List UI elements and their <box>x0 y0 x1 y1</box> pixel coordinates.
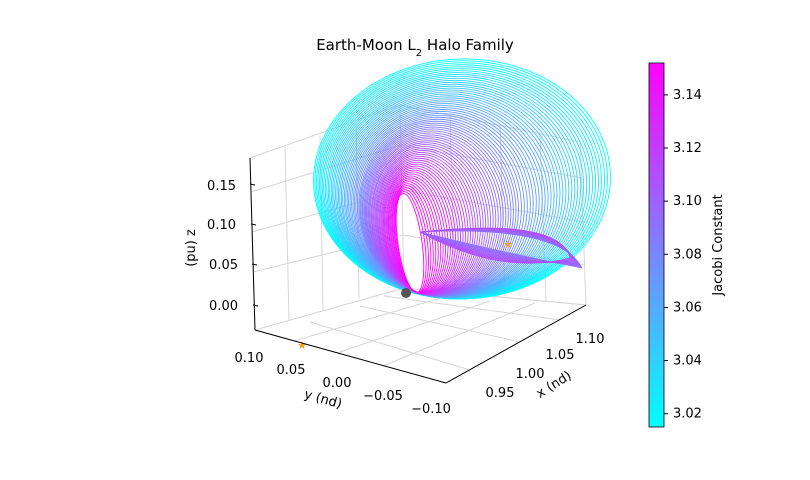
grid-line <box>400 144 583 179</box>
y-ticks: 0.10 0.05 0.00 −0.05 −0.10 <box>235 351 451 417</box>
grid-line <box>309 321 471 371</box>
grid-line <box>382 302 536 367</box>
halo-orbit <box>395 193 425 293</box>
y-axis-line <box>254 329 447 384</box>
grid-line <box>336 300 491 354</box>
z-axis-label: (pu) z <box>184 229 199 267</box>
halo-orbits <box>313 58 611 300</box>
x-axis-line <box>445 304 587 384</box>
y-tick-label: 0.00 <box>323 376 352 391</box>
colorbar-ticks: 3.14 3.12 3.10 3.08 3.06 3.04 3.02 <box>664 88 702 422</box>
colorbar-tick-label: 3.02 <box>673 407 702 422</box>
chart-title: Earth-Moon L2 Halo Family <box>316 36 514 59</box>
z-axis-line <box>249 157 256 331</box>
y-tick-label: 0.10 <box>235 351 264 366</box>
colorbar-tick-label: 3.10 <box>673 194 702 209</box>
colorbar <box>648 62 665 428</box>
x-tick-label: 1.10 <box>576 332 605 347</box>
grid-line <box>579 141 587 306</box>
colorbar-label: Jacobi Constant <box>711 194 726 296</box>
grid-line <box>254 287 405 331</box>
x-tick-label: 1.05 <box>546 348 575 363</box>
colorbar-tick-label: 3.04 <box>673 354 702 369</box>
grid-line <box>399 104 405 289</box>
grid-line <box>319 135 324 311</box>
halo-orbit <box>419 227 571 264</box>
grid-line <box>284 146 290 321</box>
z-ticks: 0.15 0.10 0.05 0.00 <box>207 179 259 314</box>
z-tick-label: 0.10 <box>207 218 236 233</box>
l2-marker-upper: ★ <box>503 238 513 251</box>
y-tick-label: 0.05 <box>277 363 306 378</box>
y-tick-label: −0.05 <box>363 389 403 404</box>
colorbar-tick-label: 3.14 <box>673 88 702 103</box>
colorbar-tick-label: 3.08 <box>673 247 702 262</box>
y-tick-label: −0.10 <box>411 402 451 417</box>
colorbar-tick-label: 3.06 <box>673 300 702 315</box>
grid-line <box>359 305 521 343</box>
grid-line <box>383 295 561 321</box>
x-ticks: 0.95 1.00 1.05 1.10 <box>486 332 605 401</box>
z-tick-label: 0.05 <box>209 258 238 273</box>
x-tick-label: 0.95 <box>486 386 515 401</box>
grid-line <box>293 296 445 342</box>
z-tick-label: 0.15 <box>207 179 236 194</box>
grid-line <box>249 104 401 159</box>
colorbar-tick-label: 3.12 <box>673 141 702 156</box>
moon-marker <box>401 288 411 298</box>
z-tick-label: 0.00 <box>209 299 238 314</box>
grid-line <box>401 189 585 223</box>
x-tick-label: 1.00 <box>516 367 545 382</box>
l2-marker-floor: ★ <box>297 339 307 352</box>
